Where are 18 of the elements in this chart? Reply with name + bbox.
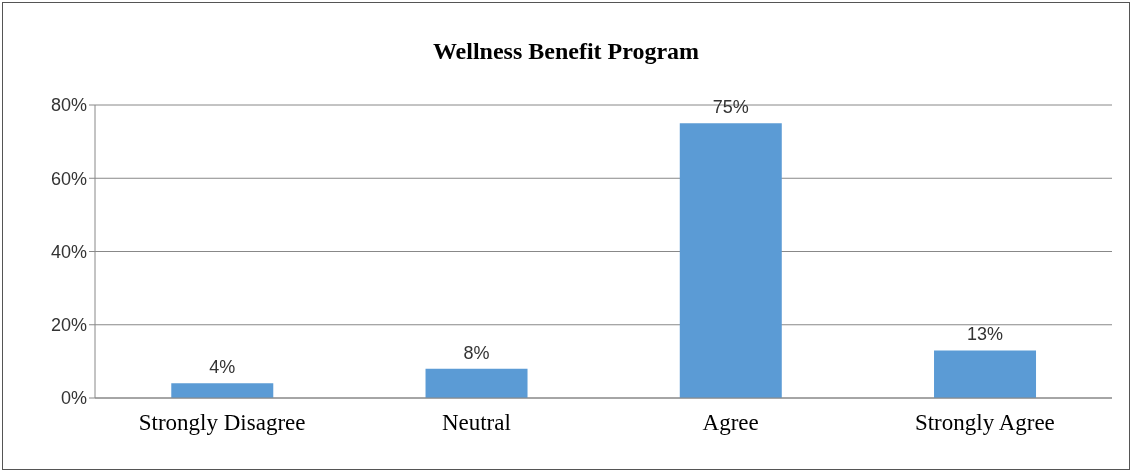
- data-label: 75%: [712, 97, 749, 118]
- y-tick-label: 20%: [50, 315, 87, 336]
- chart-title: Wellness Benefit Program: [431, 38, 701, 65]
- bar: [425, 368, 528, 398]
- y-tick-label: 60%: [50, 168, 87, 189]
- data-label: 4%: [209, 357, 236, 378]
- data-label: 8%: [463, 342, 490, 363]
- x-tick-label: Agree: [702, 410, 759, 436]
- y-tick-label: 0%: [60, 388, 87, 409]
- y-tick-label: 80%: [50, 95, 87, 116]
- x-tick-label: Strongly Agree: [914, 410, 1055, 436]
- bar: [171, 383, 274, 398]
- data-label: 13%: [967, 324, 1004, 345]
- x-tick-label: Strongly Disagree: [138, 410, 306, 436]
- y-tick-label: 40%: [50, 241, 87, 262]
- bar: [934, 350, 1037, 398]
- x-tick-label: Neutral: [441, 410, 511, 436]
- bar: [679, 123, 782, 398]
